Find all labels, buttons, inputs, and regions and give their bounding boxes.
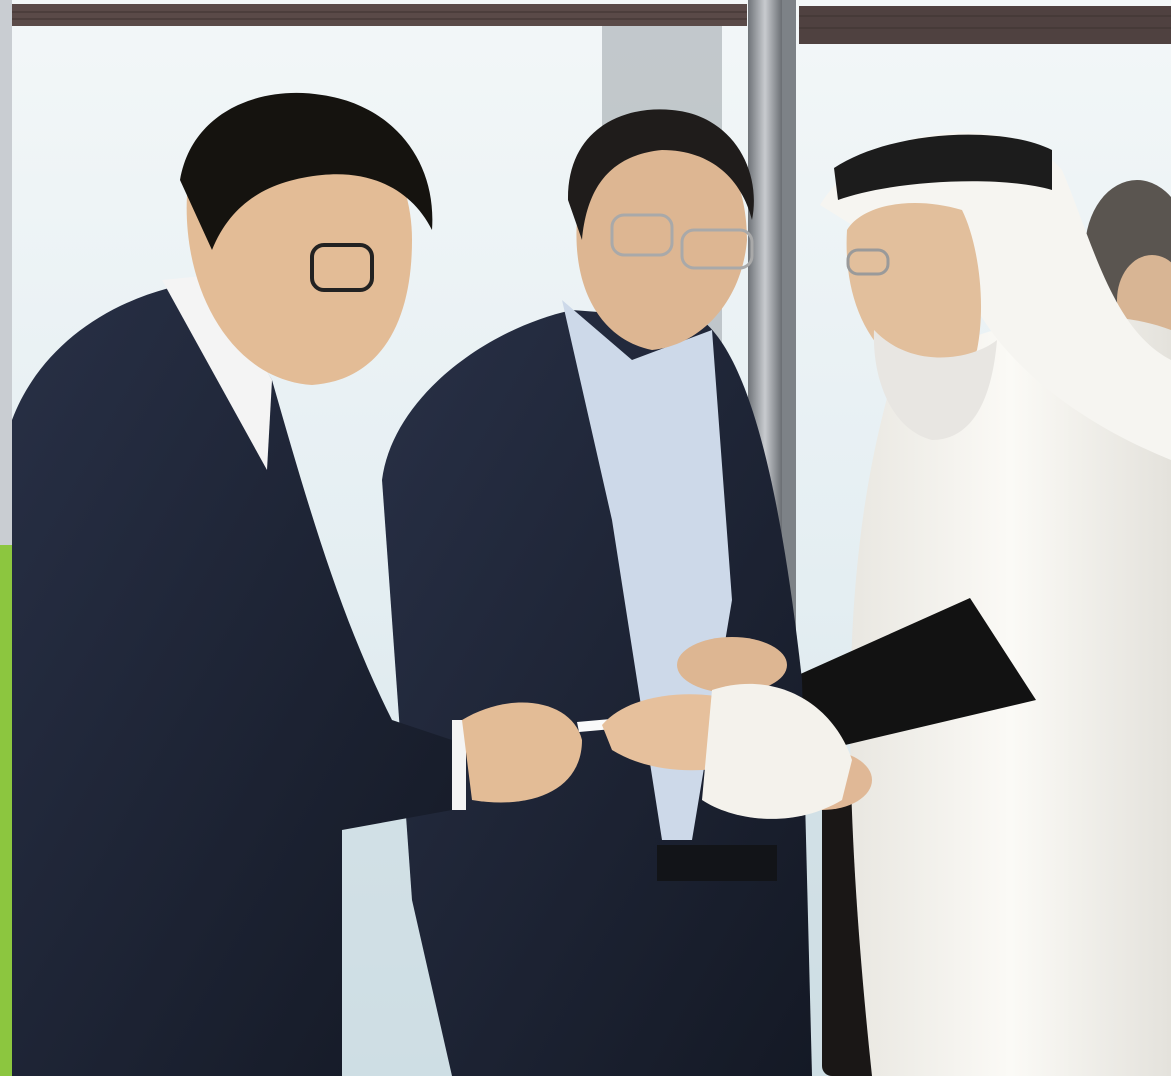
side-strip-green	[0, 545, 12, 1076]
blind-slats	[12, 11, 1171, 29]
person-right-thobe	[702, 131, 1171, 1076]
meeting-photo	[12, 0, 1171, 1076]
black-notebook	[787, 598, 1036, 750]
window-blind-left	[12, 4, 747, 26]
side-accent-strip	[0, 0, 12, 1076]
white-sleeve	[702, 683, 852, 819]
window-blind-right	[799, 6, 1171, 44]
side-strip-grey	[0, 0, 12, 545]
person-left	[12, 92, 624, 1076]
person-middle	[382, 109, 812, 1076]
